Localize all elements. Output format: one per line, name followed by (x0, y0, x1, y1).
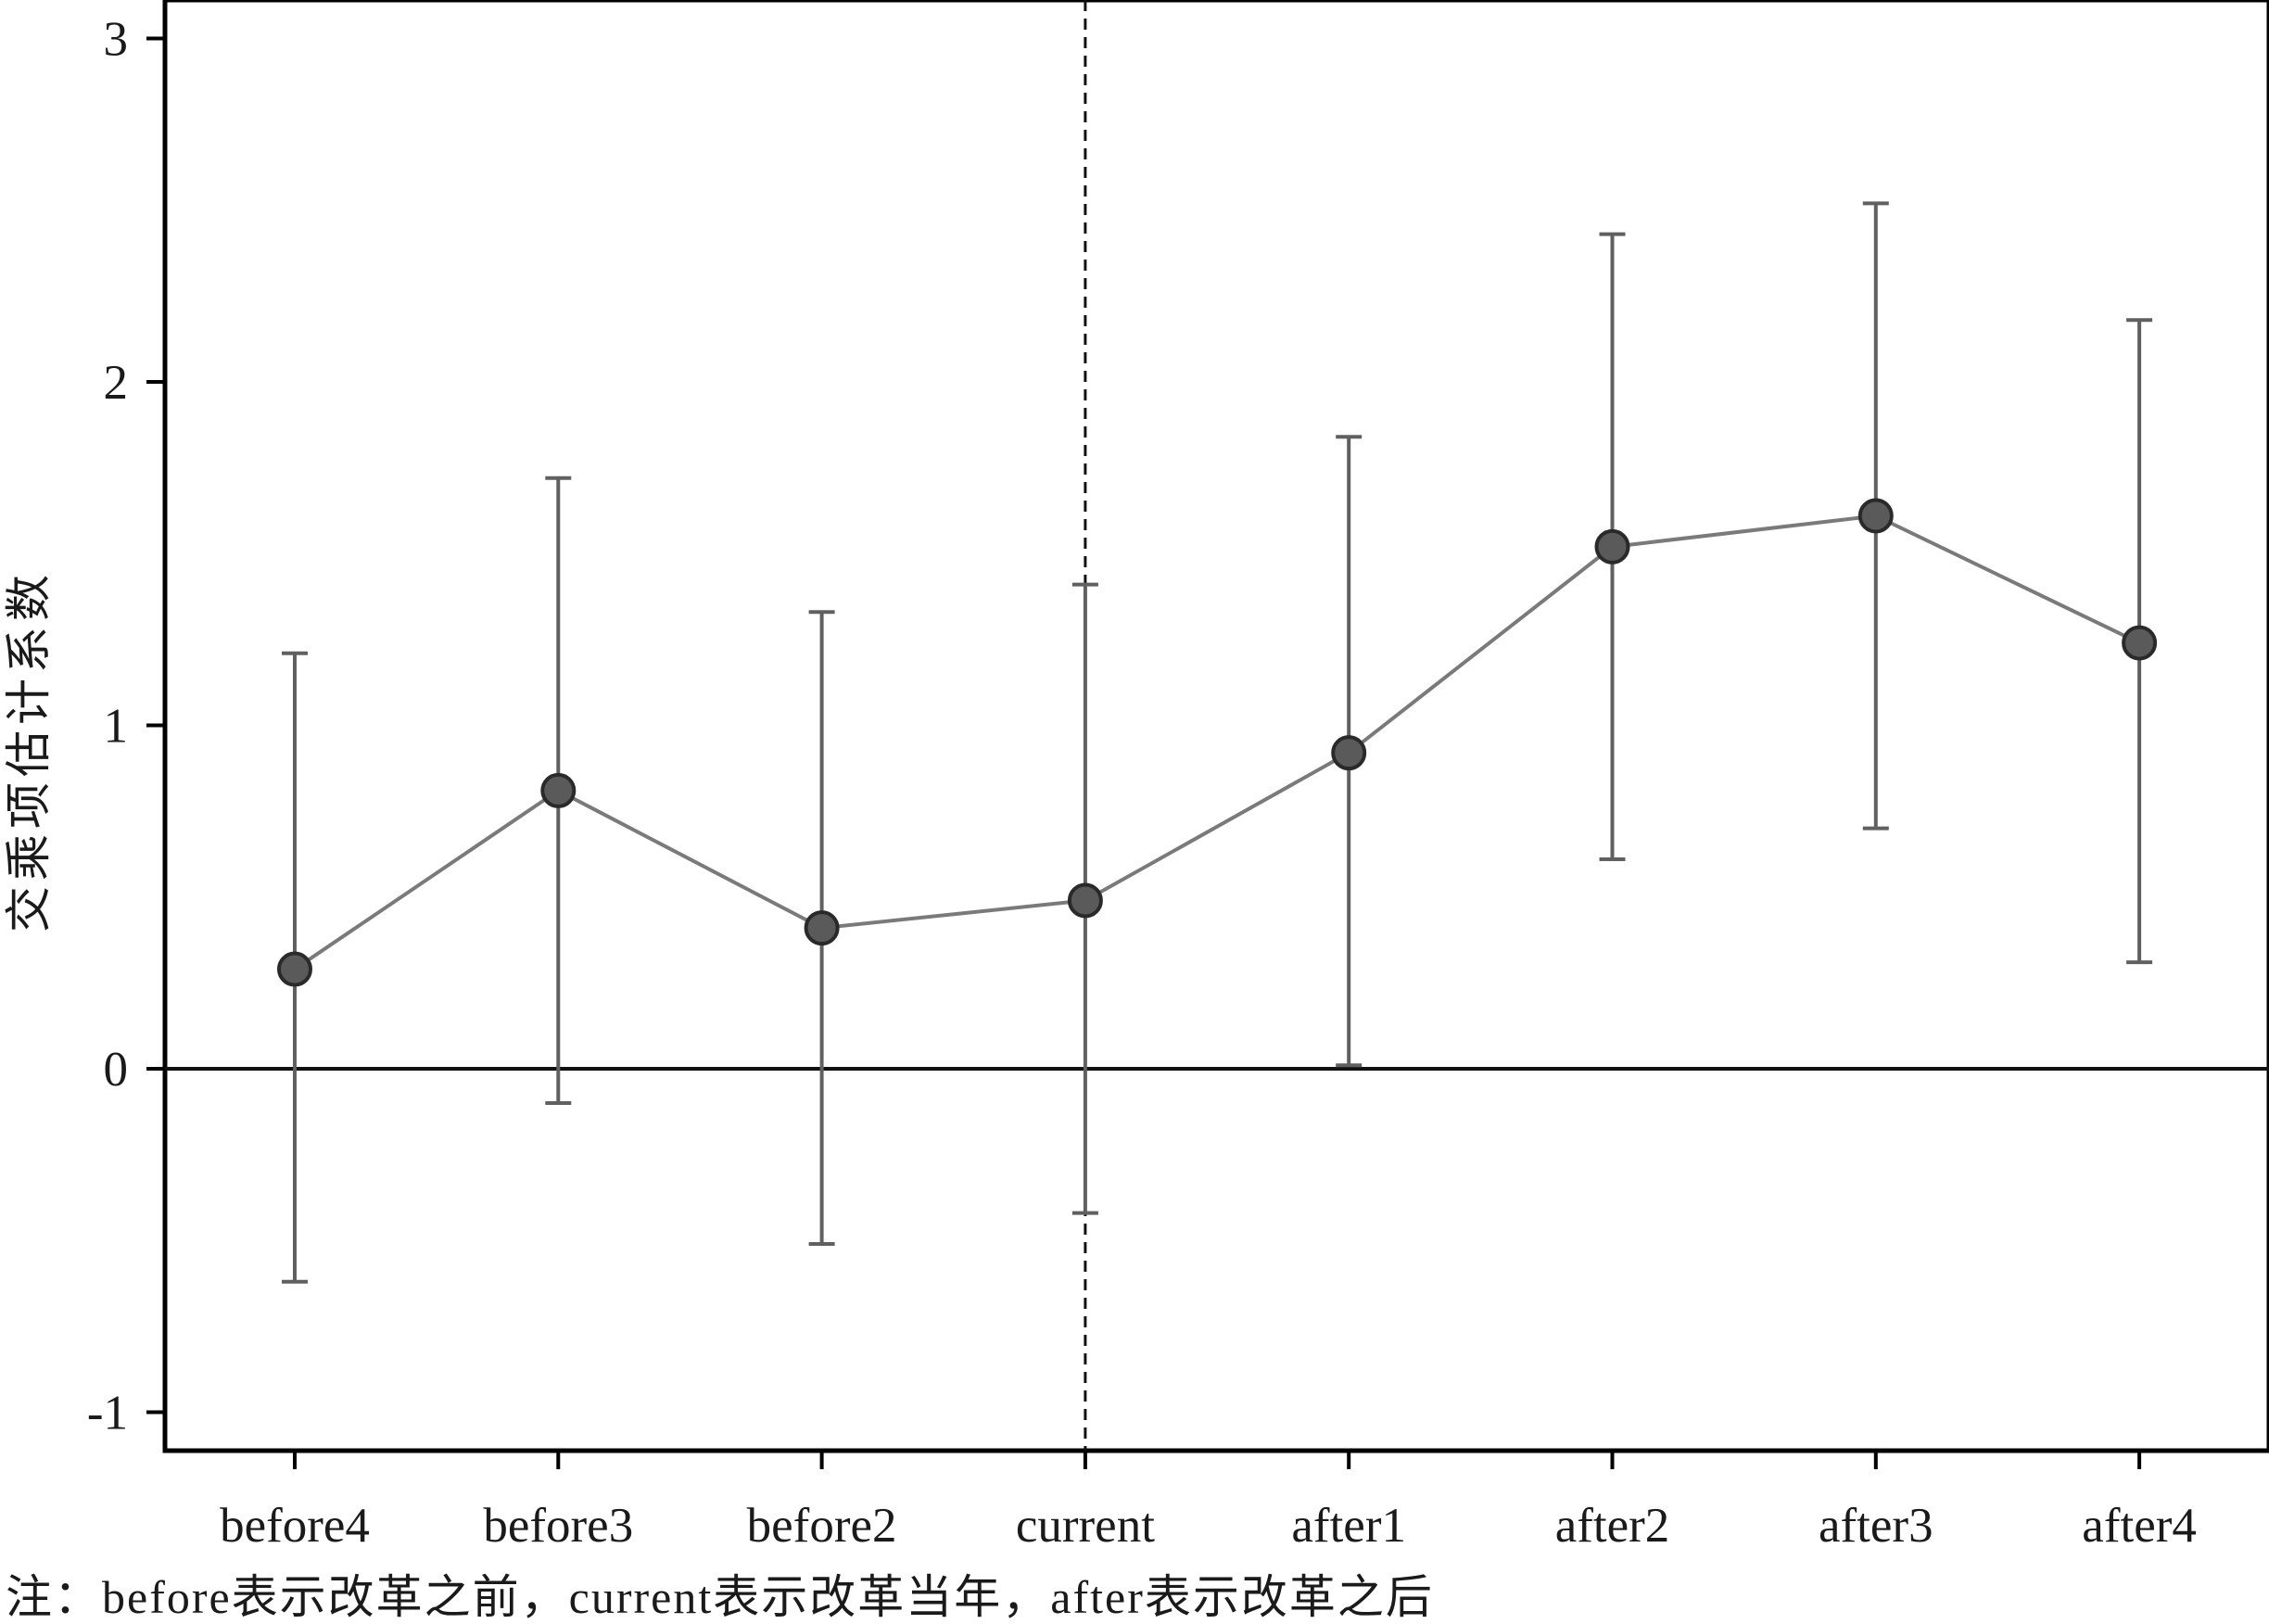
y-tick-label: 3 (104, 13, 129, 67)
x-tick-label: after4 (2082, 1499, 2197, 1553)
x-tick-label: after1 (1291, 1499, 1406, 1553)
x-tick-label: before3 (483, 1499, 633, 1553)
y-tick-label: 2 (104, 356, 129, 410)
x-tick-label: after3 (1819, 1499, 1933, 1553)
estimate-point (540, 772, 577, 808)
y-tick-label: 0 (104, 1043, 129, 1097)
estimate-point (277, 951, 312, 987)
plot-frame (162, 0, 2269, 1453)
reference-lines (165, 0, 2269, 1451)
x-tick-label: before2 (747, 1499, 897, 1553)
estimate-point (1594, 528, 1630, 565)
x-tick-label: before4 (220, 1499, 370, 1553)
estimate-series (277, 498, 2158, 987)
y-axis: 3 2 1 0 -1 (87, 13, 165, 1440)
y-tick-label: 1 (104, 700, 129, 754)
y-tick-label: -1 (87, 1387, 128, 1440)
estimate-point (1067, 882, 1103, 919)
estimate-point (1331, 735, 1367, 771)
estimate-point (1857, 498, 1894, 534)
figure-note: 注：before表示改革之前，current表示改革当年，after表示改革之后 (6, 1571, 1434, 1623)
y-axis-label: 交乘项估计系数 (3, 569, 55, 933)
estimate-point (804, 910, 840, 946)
x-tick-label: after2 (1555, 1499, 1670, 1553)
x-axis: before4 before3 before2 current after1 after2… (220, 1451, 2197, 1553)
x-tick-label: current (1016, 1499, 1155, 1553)
error-bars (282, 201, 2153, 1284)
estimate-line (293, 514, 2140, 971)
estimate-point (2122, 625, 2158, 661)
